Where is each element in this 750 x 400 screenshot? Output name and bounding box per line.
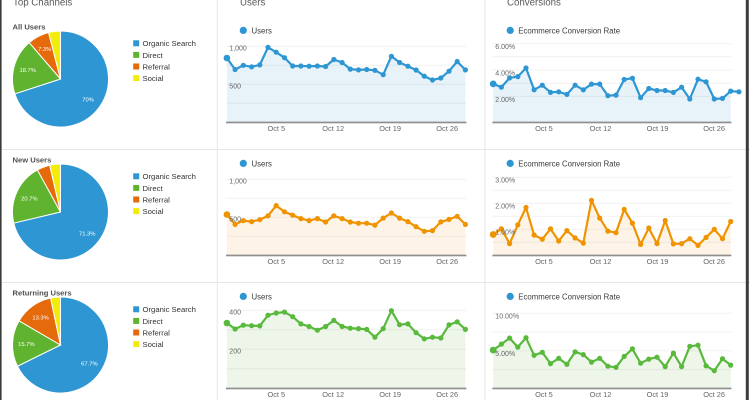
svg-text:Oct 26: Oct 26 [436,124,458,133]
svg-text:Social: Social [143,207,164,216]
svg-text:20.7%: 20.7% [21,197,37,203]
svg-text:Oct 19: Oct 19 [647,124,669,133]
svg-text:Oct 12: Oct 12 [590,124,612,133]
svg-text:Ecommerce Conversion Rate: Ecommerce Conversion Rate [518,26,620,35]
svg-text:2.00%: 2.00% [495,97,515,104]
svg-text:Organic Search: Organic Search [143,305,196,314]
svg-text:Oct 5: Oct 5 [535,124,553,133]
svg-text:70%: 70% [82,97,94,103]
svg-text:200: 200 [229,349,241,356]
svg-text:Oct 26: Oct 26 [703,257,725,266]
svg-text:Oct 26: Oct 26 [703,124,725,133]
svg-text:Oct 12: Oct 12 [590,390,612,399]
svg-text:Users: Users [252,159,272,168]
svg-text:Oct 19: Oct 19 [379,390,401,399]
svg-text:Referral: Referral [143,62,171,71]
svg-text:Oct 5: Oct 5 [267,124,285,133]
svg-text:3.00%: 3.00% [495,178,515,185]
svg-text:2.00%: 2.00% [495,204,515,211]
svg-text:6.00%: 6.00% [495,44,515,51]
svg-text:Conversions: Conversions [507,0,561,8]
svg-text:Organic Search: Organic Search [143,39,196,48]
svg-text:15.7%: 15.7% [18,342,34,348]
svg-text:1,000: 1,000 [229,46,247,53]
svg-text:Users: Users [240,0,265,8]
svg-text:Oct 5: Oct 5 [267,390,285,399]
svg-text:1,000: 1,000 [229,179,247,186]
svg-text:Oct 26: Oct 26 [703,390,725,399]
svg-text:Social: Social [143,74,164,83]
svg-text:Users: Users [252,26,272,35]
svg-text:Oct 12: Oct 12 [590,257,612,266]
svg-text:Oct 5: Oct 5 [535,390,553,399]
svg-text:Social: Social [143,340,164,349]
svg-text:Oct 12: Oct 12 [322,124,344,133]
svg-text:Oct 5: Oct 5 [267,257,285,266]
svg-text:7.3%: 7.3% [38,47,51,53]
svg-text:Oct 19: Oct 19 [647,257,669,266]
svg-text:Ecommerce Conversion Rate: Ecommerce Conversion Rate [518,292,620,301]
svg-text:Oct 19: Oct 19 [379,124,401,133]
svg-text:500: 500 [229,217,241,224]
svg-text:Direct: Direct [143,51,164,60]
svg-text:Oct 5: Oct 5 [535,257,553,266]
svg-text:Direct: Direct [143,317,164,326]
svg-text:Ecommerce Conversion Rate: Ecommerce Conversion Rate [518,159,620,168]
svg-text:Oct 12: Oct 12 [322,390,344,399]
svg-text:New Users: New Users [13,156,52,165]
svg-text:Referral: Referral [143,195,171,204]
svg-text:5.00%: 5.00% [495,351,515,358]
svg-text:67.7%: 67.7% [81,361,97,367]
svg-text:Referral: Referral [143,328,171,337]
svg-text:500: 500 [229,84,241,91]
svg-text:18.7%: 18.7% [19,68,35,74]
svg-text:Direct: Direct [143,184,164,193]
svg-text:Oct 19: Oct 19 [647,390,669,399]
svg-text:Users: Users [252,292,272,301]
svg-text:Oct 12: Oct 12 [322,257,344,266]
svg-text:Top Channels: Top Channels [13,0,72,8]
svg-text:13.3%: 13.3% [32,316,48,322]
svg-text:400: 400 [229,310,241,317]
svg-text:Returning Users: Returning Users [13,289,72,298]
svg-text:Organic Search: Organic Search [143,172,196,181]
svg-text:Oct 26: Oct 26 [436,257,458,266]
svg-text:4.00%: 4.00% [495,70,515,77]
svg-text:10.00%: 10.00% [495,314,519,321]
svg-text:Oct 26: Oct 26 [436,390,458,399]
svg-text:1.00%: 1.00% [495,230,515,237]
svg-text:Oct 19: Oct 19 [379,257,401,266]
svg-text:71.3%: 71.3% [79,231,95,237]
svg-text:All Users: All Users [13,23,46,32]
